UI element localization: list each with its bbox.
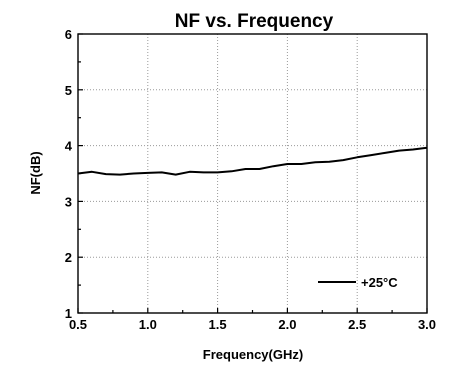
series-line-0	[77, 146, 428, 176]
legend-label: +25°C	[361, 275, 398, 290]
axis-ticks: 0.5 1.0 1.5 2.0 2.5 3.0 1 2 3 4 5 6	[65, 27, 436, 332]
series-layer	[77, 146, 428, 176]
y-tick-label: 6	[65, 27, 72, 42]
chart-title: NF vs. Frequency	[175, 11, 334, 32]
legend: +25°C	[318, 275, 398, 290]
y-tick-label: 3	[65, 194, 72, 209]
x-tick-label: 1.5	[209, 317, 227, 332]
y-tick-label: 1	[65, 306, 72, 321]
x-tick-label: 0.5	[69, 317, 87, 332]
x-tick-label: 2.5	[348, 317, 366, 332]
grid	[78, 34, 427, 313]
x-tick-label: 2.0	[278, 317, 296, 332]
x-tick-label: 3.0	[418, 317, 436, 332]
x-tick-label: 1.0	[139, 317, 157, 332]
y-axis-label: NF(dB)	[28, 151, 43, 194]
y-tick-label: 2	[65, 250, 72, 265]
y-tick-label: 4	[65, 139, 73, 154]
y-tick-label: 5	[65, 83, 72, 98]
x-axis-label: Frequency(GHz)	[203, 347, 303, 362]
